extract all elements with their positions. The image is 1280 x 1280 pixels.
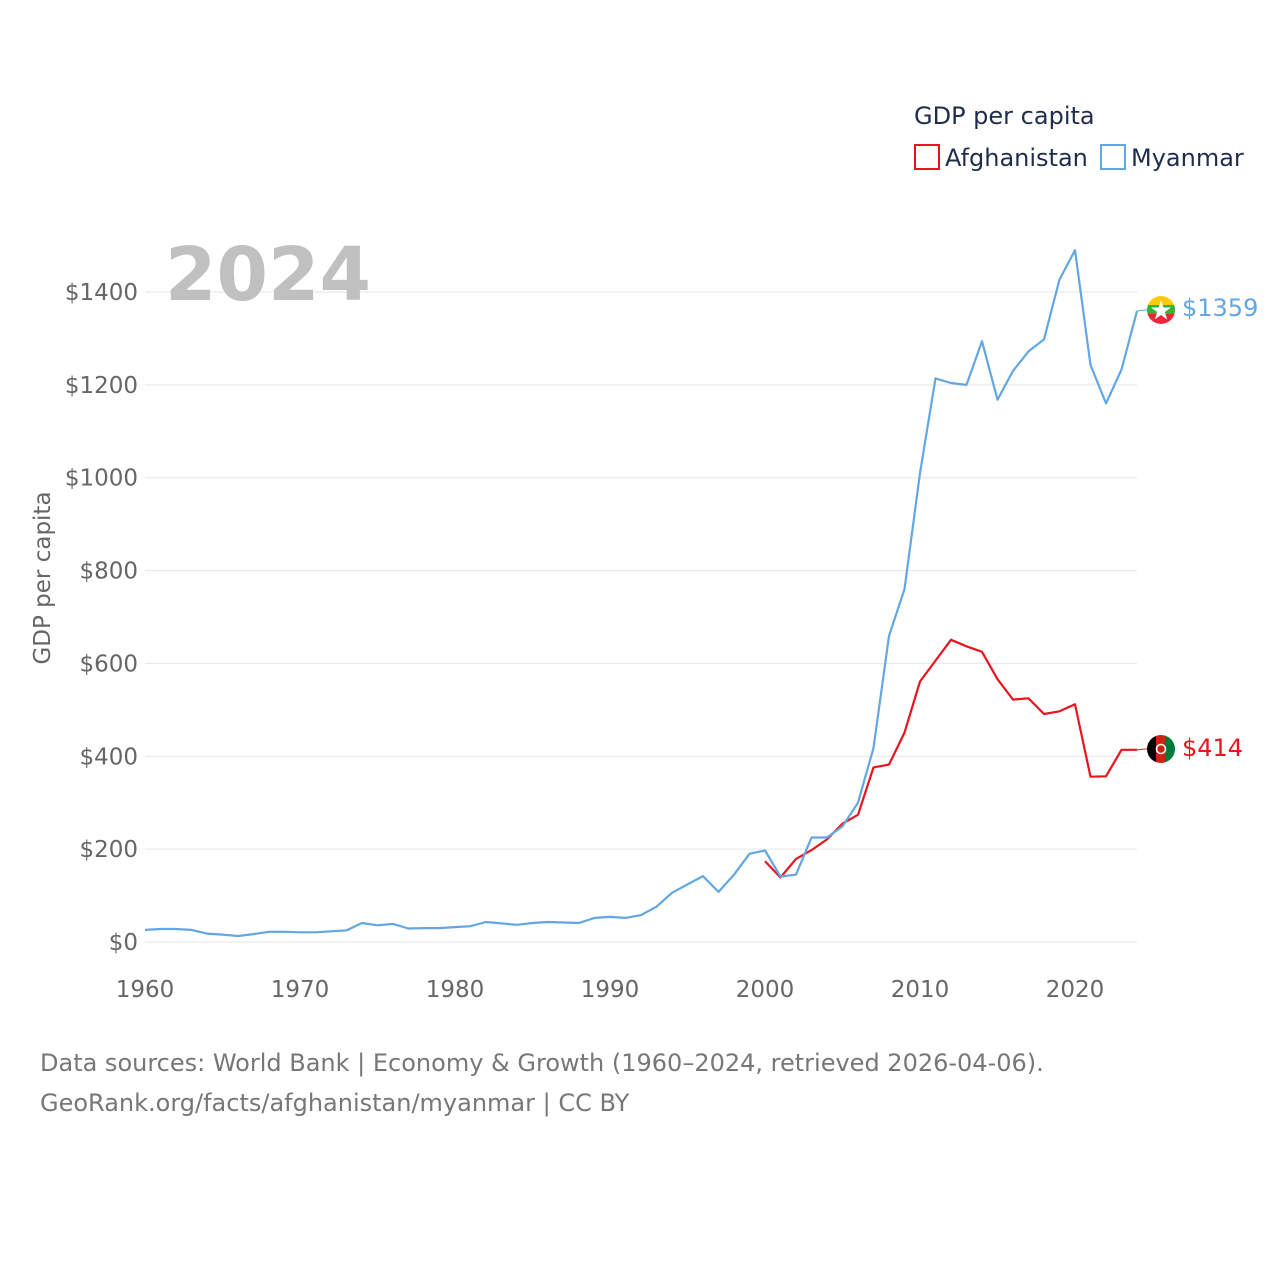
y-axis-ticks: $0 $200 $400 $600 $800 $1000 $1200 $1400: [65, 280, 138, 956]
y-tick-label: $400: [79, 744, 138, 770]
gdp-per-capita-chart: $0$200$400$600$800$1000$1200$1400 1960 19…: [30, 102, 1258, 1003]
end-connector-myanmar: [1136, 309, 1147, 312]
end-connector-afghanistan: [1136, 748, 1147, 751]
y-tick-label: $600: [79, 651, 138, 677]
y-axis-label: GDP per capita: [30, 491, 56, 664]
source-line-1: Data sources: World Bank | Economy & Gro…: [40, 1049, 1044, 1077]
legend-label-myanmar: Myanmar: [1131, 144, 1244, 172]
y-tick-label: $800: [79, 559, 138, 585]
legend-swatch-myanmar: [1100, 144, 1126, 170]
series-lines: [144, 249, 1147, 938]
y-tick-label: $200: [79, 837, 138, 863]
x-axis-ticks: 1960 1970 1980 1990 2000 2010 2020: [116, 977, 1105, 1003]
y-tick-label: $1400: [65, 280, 138, 306]
legend-title: GDP per capita: [914, 102, 1095, 130]
grid-lines: [145, 291, 1137, 943]
legend-label-afghanistan: Afghanistan: [945, 144, 1088, 172]
legend-swatch-afghanistan: [914, 144, 940, 170]
x-tick-label: 1980: [426, 977, 485, 1003]
y-tick-label: $1200: [65, 373, 138, 399]
source-note: Data sources: World Bank | Economy & Gro…: [40, 1043, 1044, 1123]
afghanistan-end-label: $414: [1182, 734, 1243, 762]
year-label: 2024: [165, 232, 371, 318]
x-tick-label: 2010: [891, 977, 950, 1003]
x-tick-label: 2020: [1046, 977, 1105, 1003]
x-tick-label: 2000: [736, 977, 795, 1003]
source-line-2: GeoRank.org/facts/afghanistan/myanmar | …: [40, 1089, 630, 1117]
y-tick-label: $0: [109, 930, 138, 956]
legend: GDP per capita Afghanistan Myanmar: [914, 102, 1244, 172]
myanmar-end-label: $1359: [1182, 294, 1258, 322]
x-tick-label: 1960: [116, 977, 175, 1003]
series-line-afghanistan: [764, 638, 1137, 879]
x-tick-label: 1990: [581, 977, 640, 1003]
myanmar-flag-icon: [1147, 296, 1175, 324]
afghanistan-flag-icon: [1147, 735, 1175, 763]
x-tick-label: 1970: [271, 977, 330, 1003]
series-line-myanmar: [144, 249, 1139, 938]
y-tick-label: $1000: [65, 466, 138, 492]
